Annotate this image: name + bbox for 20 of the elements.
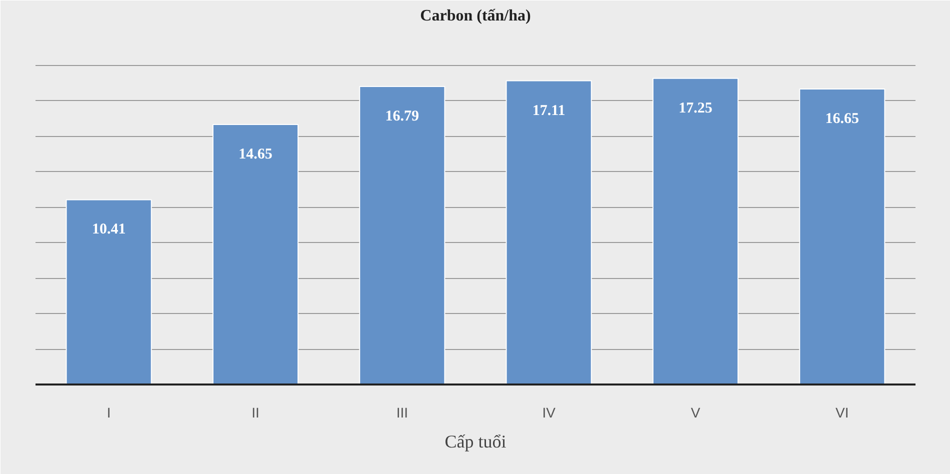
x-axis-title: Cấp tuổi (444, 432, 506, 452)
chart-title: Carbon (tấn/ha) (420, 8, 531, 24)
x-tick-label: IV (542, 404, 556, 420)
x-tick-label: II (252, 404, 260, 420)
bar (212, 124, 299, 384)
data-label: 17.11 (532, 102, 566, 119)
data-label: 10.41 (92, 222, 126, 238)
x-tick-label: III (396, 404, 408, 420)
data-label: 14.65 (238, 146, 272, 162)
bar (359, 86, 446, 384)
bar (506, 80, 592, 384)
data-label: 16.79 (385, 108, 420, 124)
bar (652, 78, 739, 384)
bar (799, 88, 886, 384)
bar (66, 199, 152, 384)
data-label: 17.25 (678, 100, 712, 116)
data-label: 16.65 (825, 110, 860, 127)
x-tick-label: V (690, 404, 701, 420)
x-tick-label: VI (836, 404, 849, 420)
x-tick-label: I (106, 404, 111, 420)
